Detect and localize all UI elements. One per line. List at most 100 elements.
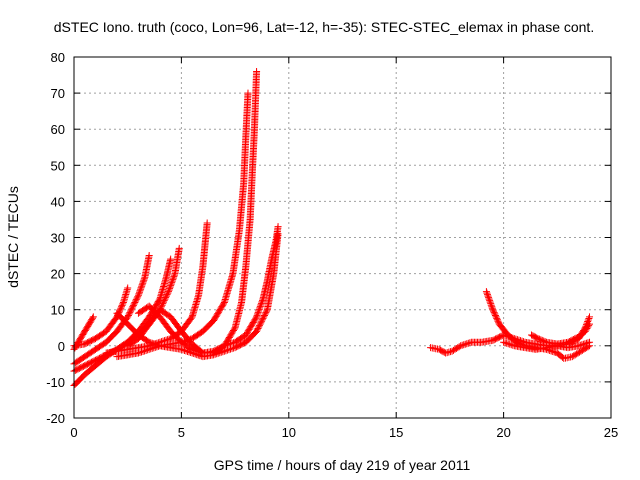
data-series <box>482 288 594 362</box>
data-point <box>158 301 166 309</box>
data-point <box>182 347 190 355</box>
data-point <box>256 304 264 312</box>
data-point <box>124 284 132 292</box>
data-point <box>261 310 269 318</box>
data-point <box>228 345 236 353</box>
data-point <box>503 339 511 347</box>
data-point <box>454 344 462 352</box>
data-point <box>135 290 143 298</box>
data-point <box>151 340 159 348</box>
data-point <box>139 347 147 355</box>
data-point <box>164 289 172 297</box>
data-point <box>169 276 177 284</box>
data-point <box>147 345 155 353</box>
data-point <box>484 292 492 300</box>
data-point <box>137 284 145 292</box>
data-point <box>570 352 578 360</box>
data-point <box>500 338 508 346</box>
data-point <box>541 338 549 346</box>
data-point <box>504 340 512 348</box>
ticks: 0 5 10 15 20 25 -20 -10 0 10 20 30 40 50 60 70 80 <box>46 50 618 440</box>
data-point <box>136 287 144 295</box>
data-point <box>153 341 161 349</box>
data-point <box>117 304 125 312</box>
data-point <box>213 350 221 358</box>
data-point <box>579 340 587 348</box>
data-point <box>488 303 496 311</box>
data-point <box>491 311 499 319</box>
data-point <box>537 336 545 344</box>
data-point <box>509 341 517 349</box>
chart-title: dSTEC Iono. truth (coco, Lon=96, Lat=-12… <box>54 19 594 35</box>
data-point <box>575 348 583 356</box>
data-point <box>260 313 268 321</box>
data-point <box>457 342 465 350</box>
data-point <box>203 219 211 227</box>
data-point <box>191 350 199 358</box>
data-point <box>222 347 230 355</box>
data-point <box>126 309 134 317</box>
data-point <box>538 336 546 344</box>
data-point <box>214 349 222 357</box>
data-point <box>144 337 152 345</box>
data-point <box>150 340 158 348</box>
data-point <box>134 293 142 301</box>
data-point <box>155 296 163 304</box>
data-point <box>255 307 263 315</box>
grid <box>74 57 611 418</box>
data-point <box>159 300 167 308</box>
data-point <box>260 311 268 319</box>
data-point <box>493 316 501 324</box>
data-point <box>220 347 228 355</box>
data-point <box>262 309 270 317</box>
data-point <box>169 274 177 282</box>
data-point <box>118 301 126 309</box>
data-point <box>129 301 137 309</box>
data-point <box>196 352 204 360</box>
data-point <box>255 305 263 313</box>
data-point <box>489 306 497 314</box>
data-point <box>165 286 173 294</box>
data-point <box>584 339 592 347</box>
data-point <box>490 309 498 317</box>
data-point <box>187 349 195 357</box>
data-point <box>576 341 584 349</box>
data-point <box>487 301 495 309</box>
data-point <box>490 307 498 315</box>
data-point <box>139 278 147 286</box>
data-point <box>568 353 576 361</box>
data-point <box>89 313 97 321</box>
data-point <box>132 297 140 305</box>
data-point <box>117 303 125 311</box>
data-point <box>253 311 261 319</box>
data-point <box>175 244 183 252</box>
x-tick-label: 5 <box>178 425 185 440</box>
data-point <box>145 338 153 346</box>
y-tick-label: 20 <box>51 267 65 282</box>
data-series <box>113 89 252 361</box>
data-point <box>491 310 499 318</box>
x-axis-label: GPS time / hours of day 219 of year 2011 <box>214 457 471 473</box>
data-point <box>585 322 593 330</box>
data-series <box>102 219 211 357</box>
x-tick-label: 0 <box>70 425 77 440</box>
data-point <box>230 344 238 352</box>
data-point <box>145 345 153 353</box>
data-point <box>460 341 468 349</box>
data-point <box>138 348 146 356</box>
data-point <box>131 298 139 306</box>
data-point <box>188 349 196 357</box>
data-point <box>226 345 234 353</box>
data-point <box>586 338 594 346</box>
data-point <box>116 306 124 314</box>
data-point <box>451 345 459 353</box>
data-point <box>166 283 174 291</box>
y-tick-label: -10 <box>46 375 65 390</box>
data-point <box>134 291 142 299</box>
data-point <box>167 280 175 288</box>
data-point <box>244 89 252 97</box>
data-point <box>168 279 176 287</box>
data-point <box>586 320 594 328</box>
y-tick-label: -20 <box>46 411 65 426</box>
